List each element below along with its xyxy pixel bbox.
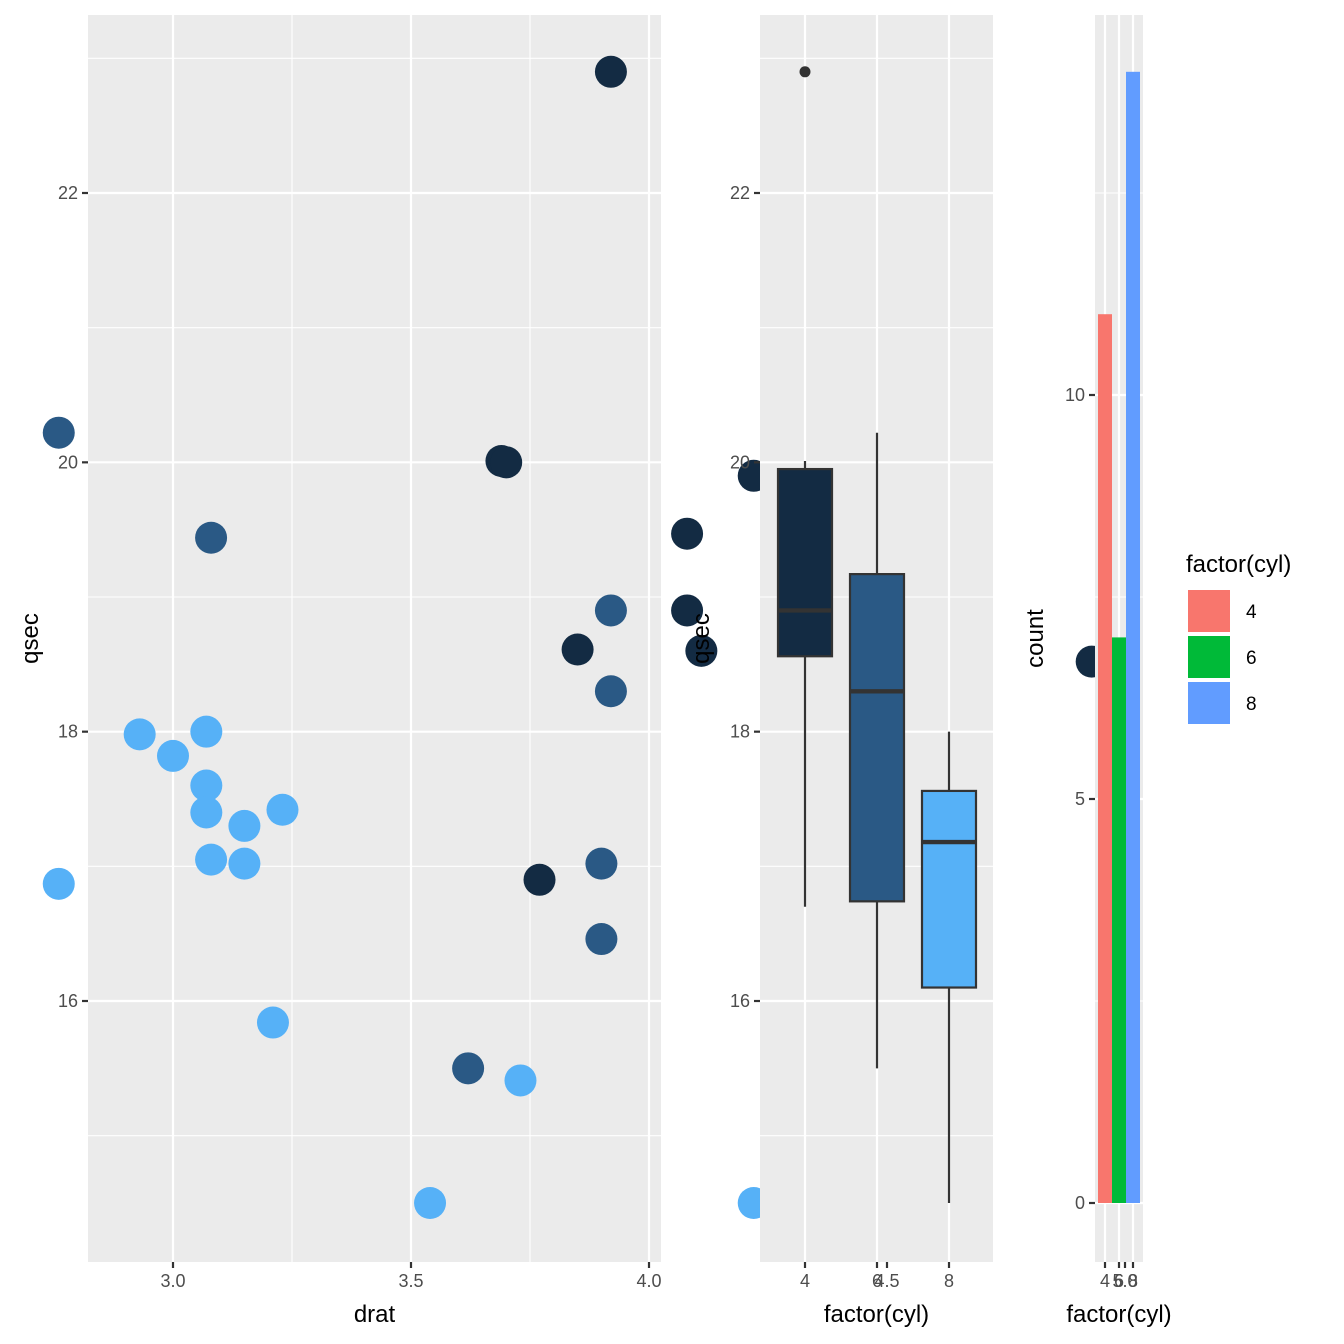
bar-y-tick-label: 0	[1075, 1193, 1085, 1213]
scatter-point	[685, 634, 718, 667]
bar-y-tick-label: 10	[1065, 385, 1085, 405]
scatter-y-tick-label: 20	[58, 452, 78, 472]
scatter-point	[228, 847, 261, 880]
boxplot-x-tick-label: 8	[944, 1271, 954, 1291]
bar-6	[1112, 637, 1126, 1203]
legend-key-4	[1188, 590, 1230, 632]
scatter-point	[414, 1187, 447, 1219]
scatter-x-tick-label: 3.0	[160, 1271, 185, 1291]
boxplot-box	[848, 573, 906, 903]
boxplot-axes: 4 6 8 16 18 20 22	[730, 183, 954, 1291]
scatter-points	[42, 55, 1108, 1219]
scatter-point	[190, 796, 223, 829]
boxplot-y-tick-label: 22	[730, 183, 750, 203]
scatter-point	[504, 1064, 537, 1097]
scatter-point	[671, 517, 704, 550]
boxplot-y-tick-label: 16	[730, 991, 750, 1011]
scatter-point	[594, 55, 627, 88]
scatter-point	[190, 769, 223, 802]
bar-x-tick-label: 8	[1128, 1271, 1138, 1291]
scatter-point	[228, 809, 261, 842]
scatter-point	[195, 521, 228, 554]
boxplot-y-tick-label: 20	[730, 452, 750, 472]
scatter-point	[671, 594, 704, 627]
boxplot-panel: 4 6 8 16 18 20 22 factor(cyl) qsec	[688, 15, 993, 1328]
scatter-point	[42, 867, 75, 900]
scatter-point	[157, 739, 189, 772]
scatter-point	[123, 718, 156, 751]
boxplot-boxes	[776, 66, 978, 1203]
scatter-x-axis-title: drat	[354, 1301, 396, 1328]
bar-axes: 4 6 8 0 5 10	[1065, 385, 1138, 1291]
scatter-point	[490, 446, 523, 479]
scatter-point	[585, 847, 618, 880]
scatter-point	[594, 594, 627, 627]
boxplot-y-axis-title: qsec	[688, 613, 715, 664]
scatter-panel-background	[88, 15, 661, 1262]
bar-x-tick-label: 4	[1100, 1271, 1110, 1291]
legend-entries: 4 6 8	[1188, 590, 1257, 724]
legend-title: factor(cyl)	[1186, 551, 1291, 578]
scatter-y-axis-title: qsec	[17, 613, 44, 664]
scatter-panel: 3.0 3.5 4.0 4.5 5.0 16 18 20 22 drat qsec	[17, 15, 1138, 1328]
bar-y-axis-title: count	[1022, 609, 1049, 668]
boxplot-y-tick-label: 18	[730, 722, 750, 742]
legend-key-6	[1188, 636, 1230, 678]
boxplot-x-tick-label: 4	[800, 1271, 810, 1291]
scatter-x-tick-label: 3.5	[398, 1271, 423, 1291]
scatter-x-tick-label: 4.0	[636, 1271, 661, 1291]
boxplot-x-axis-title: factor(cyl)	[824, 1301, 929, 1328]
scatter-point	[195, 843, 228, 876]
boxplot-x-tick-label: 6	[872, 1271, 882, 1291]
bar-y-tick-label: 5	[1075, 789, 1085, 809]
bar-x-axis-title: factor(cyl)	[1066, 1301, 1171, 1328]
scatter-y-tick-label: 22	[58, 183, 78, 203]
bar-bars	[1098, 71, 1140, 1203]
legend-label-4: 4	[1246, 602, 1257, 623]
scatter-point	[594, 675, 627, 708]
scatter-x-tick-label: 5.0	[1112, 1271, 1137, 1291]
scatter-x-tick-label: 4.5	[874, 1271, 899, 1291]
bar-panel: 4 6 8 0 5 10 factor(cyl) count	[1022, 15, 1172, 1328]
scatter-y-tick-label: 18	[58, 722, 78, 742]
scatter-point	[561, 633, 594, 666]
scatter-gridlines	[53, 15, 1127, 1262]
scatter-point	[452, 1052, 485, 1085]
boxplot-box	[776, 467, 834, 658]
legend-label-8: 8	[1246, 694, 1257, 715]
scatter-point	[42, 416, 75, 449]
scatter-point	[256, 1006, 289, 1039]
bar-x-tick-label: 6	[1114, 1271, 1124, 1291]
scatter-y-tick-label: 16	[58, 991, 78, 1011]
boxplot-outlier	[799, 66, 811, 78]
legend: factor(cyl) 4 6 8	[1186, 551, 1291, 724]
scatter-point	[585, 923, 618, 956]
scatter-point	[190, 715, 223, 748]
scatter-point	[266, 793, 299, 826]
bar-8	[1126, 71, 1140, 1203]
legend-key-8	[1188, 682, 1230, 724]
scatter-axes: 3.0 3.5 4.0 4.5 5.0 16 18 20 22	[58, 183, 1138, 1291]
legend-label-6: 6	[1246, 648, 1257, 669]
scatter-point	[523, 863, 556, 896]
bar-4	[1098, 314, 1112, 1203]
boxplot-box	[920, 789, 978, 989]
